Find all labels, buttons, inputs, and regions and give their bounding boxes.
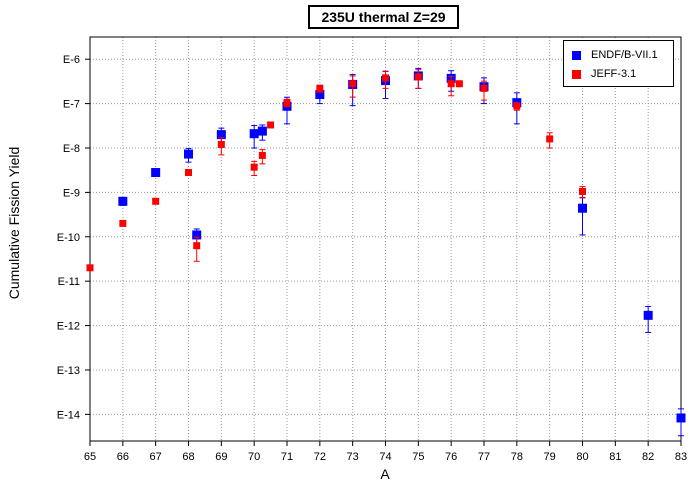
x-tick-label: 72 <box>314 451 326 463</box>
data-point-jeff <box>86 264 94 272</box>
x-tick-label: 66 <box>117 451 129 463</box>
x-tick-label: 78 <box>511 451 523 463</box>
data-point-jeff <box>455 80 463 88</box>
x-tick-label: 65 <box>84 451 96 463</box>
legend-swatch-jeff <box>572 69 581 79</box>
data-point-jeff <box>546 135 554 143</box>
chart-title: 235U thermal Z=29 <box>308 5 459 29</box>
y-tick-label: E-13 <box>57 365 80 377</box>
data-point-endf <box>184 149 193 159</box>
data-point-jeff <box>185 169 192 177</box>
data-point-jeff <box>447 80 455 88</box>
legend-label-jeff: JEFF-3.1 <box>591 68 637 80</box>
data-point-jeff <box>283 99 291 107</box>
x-tick-label: 83 <box>675 451 687 463</box>
data-point-endf <box>676 413 686 423</box>
data-point-endf <box>315 90 325 100</box>
data-point-jeff <box>217 140 225 148</box>
data-point-jeff <box>382 74 389 82</box>
x-tick-label: 76 <box>445 451 457 463</box>
x-tick-label: 77 <box>478 451 490 463</box>
x-tick-label: 80 <box>576 451 588 463</box>
data-point-jeff <box>258 151 266 159</box>
data-point-jeff <box>119 219 127 227</box>
x-tick-label: 79 <box>544 451 556 463</box>
y-tick-label: E-9 <box>63 187 80 199</box>
data-point-endf <box>118 196 128 206</box>
x-tick-label: 71 <box>281 451 293 463</box>
plot-frame <box>89 36 682 442</box>
axes: 65 66 67 68 69 70 71 72 73 74 75 76 77 78 79 80 81 82 83 E-… <box>57 36 687 463</box>
data-point-jeff <box>579 187 586 195</box>
data-point-jeff <box>267 121 275 129</box>
data-point-jeff <box>513 102 521 110</box>
x-tick-label: 75 <box>412 451 424 463</box>
x-axis-label: A <box>380 466 390 482</box>
data-point-endf <box>578 203 587 213</box>
legend-swatch-endf <box>572 50 581 60</box>
data-point-jeff <box>349 80 357 88</box>
y-tick-label: E-11 <box>58 276 80 288</box>
data-point-jeff <box>316 84 324 92</box>
x-tick-label: 73 <box>347 451 359 463</box>
data-point-endf <box>151 168 161 178</box>
data-point-endf <box>643 310 653 320</box>
legend-item-jeff: JEFF-3.1 <box>572 68 636 80</box>
legend-label-endf: ENDF/B-VII.1 <box>591 49 658 61</box>
data-point-jeff <box>480 84 488 92</box>
data-series <box>86 67 686 437</box>
grid-lines <box>90 37 681 441</box>
x-tick-label: 82 <box>642 451 654 463</box>
x-tick-label: 69 <box>215 451 227 463</box>
y-tick-label: E-7 <box>63 99 80 111</box>
data-point-jeff <box>414 73 422 81</box>
data-point-jeff <box>250 163 258 171</box>
y-tick-label: E-6 <box>63 54 80 66</box>
y-tick-label: E-12 <box>57 321 80 333</box>
legend: ENDF/B-VII.1 JEFF-3.1 <box>563 40 674 87</box>
y-axis-label: Cumulative Fission Yield <box>6 146 22 300</box>
data-point-jeff <box>193 242 201 250</box>
x-tick-label: 81 <box>609 451 621 463</box>
y-tick-label: E-14 <box>57 409 80 421</box>
data-point-jeff <box>152 197 160 205</box>
x-tick-label: 70 <box>248 451 260 463</box>
data-point-endf <box>257 126 267 136</box>
legend-item-endf: ENDF/B-VII.1 <box>572 49 658 61</box>
series-jeff <box>86 69 586 272</box>
data-point-endf <box>249 129 259 139</box>
x-tick-label: 68 <box>182 451 194 463</box>
data-point-endf <box>192 230 202 240</box>
x-tick-label: 74 <box>379 451 391 463</box>
y-tick-label: E-8 <box>63 143 80 155</box>
data-point-endf <box>216 130 226 140</box>
x-tick-label: 67 <box>150 451 162 463</box>
y-tick-label: E-10 <box>57 232 80 244</box>
